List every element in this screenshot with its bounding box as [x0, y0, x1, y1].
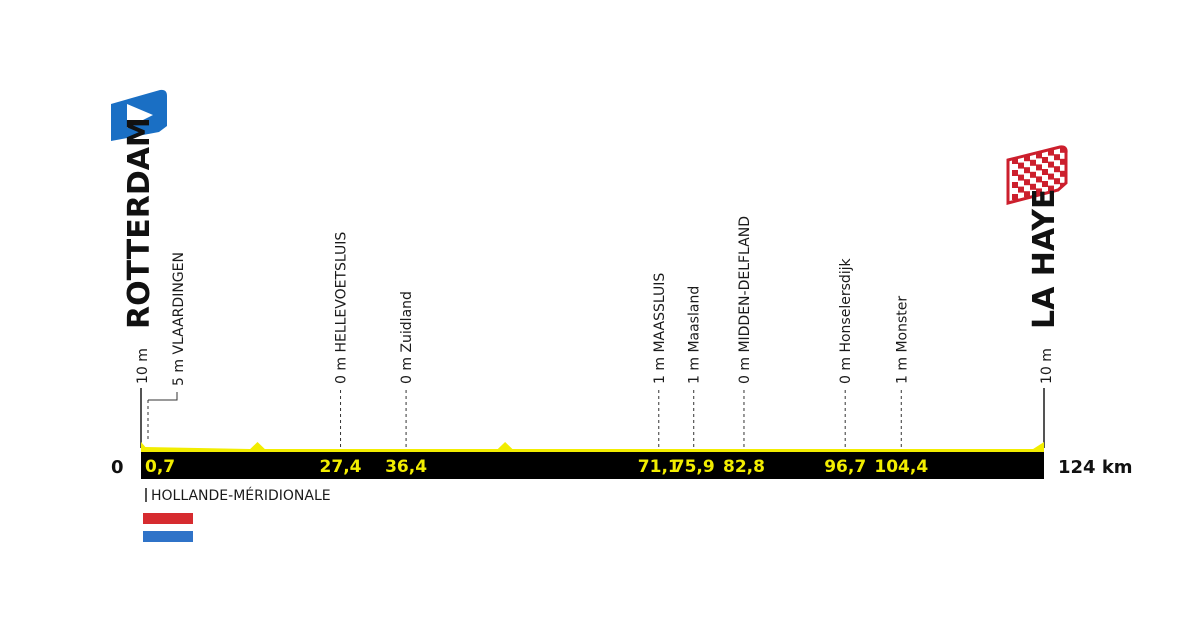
waypoint-1: 5 m VLAARDINGEN 0,7	[145, 252, 187, 477]
waypoint-4: 1 m MAASSLUIS 71,1	[638, 273, 680, 477]
waypoint-place-label: 1 m MAASSLUIS	[652, 273, 668, 384]
distance-band	[141, 452, 1044, 479]
waypoint-6: 0 m MIDDEN-DELFLAND 82,8	[723, 216, 765, 477]
waypoint-place-label: 0 m HELLEVOETSLUIS	[334, 232, 350, 384]
waypoint-km-label: 0,7	[145, 457, 175, 477]
waypoint-2: 0 m HELLEVOETSLUIS 27,4	[320, 232, 362, 477]
finish-elevation-label: 10 m	[1039, 348, 1055, 384]
x-end-label: 124 km	[1058, 457, 1133, 478]
waypoint-place-label: 1 m Maasland	[687, 286, 703, 384]
waypoint-km-label: 82,8	[723, 457, 765, 477]
waypoint-km-label: 104,4	[874, 457, 928, 477]
waypoint-place-label: 0 m Zuidland	[399, 291, 415, 384]
waypoint-km-label: 96,7	[824, 457, 866, 477]
region-label: HOLLANDE-MÉRIDIONALE	[151, 487, 331, 504]
waypoint-place-label: 0 m Honselersdijk	[838, 257, 854, 384]
waypoints-layer: 5 m VLAARDINGEN 0,7 0 m HELLEVOETSLUIS 27,4…	[145, 216, 928, 477]
finish-city-label: LA HAYE	[1027, 189, 1062, 329]
x-start-label: 0	[111, 457, 124, 478]
waypoint-place-label: 5 m VLAARDINGEN	[171, 252, 187, 386]
waypoint-5: 1 m Maasland 75,9	[673, 286, 715, 477]
waypoint-8: 1 m Monster 104,4	[874, 296, 928, 477]
start-flag-icon	[111, 89, 167, 141]
netherlands-flag-icon	[143, 513, 193, 542]
start-city-label: ROTTERDAM	[122, 117, 157, 329]
finish-checkered-flag-icon	[1006, 145, 1068, 205]
waypoint-km-label: 75,9	[673, 457, 715, 477]
waypoint-km-label: 27,4	[320, 457, 362, 477]
waypoint-7: 0 m Honselersdijk 96,7	[824, 257, 866, 477]
waypoint-3: 0 m Zuidland 36,4	[385, 291, 427, 477]
start-elevation-label: 10 m	[135, 348, 151, 384]
waypoint-place-label: 1 m Monster	[894, 296, 910, 384]
waypoint-place-label: 0 m MIDDEN-DELFLAND	[737, 216, 753, 384]
waypoint-km-label: 71,1	[638, 457, 680, 477]
waypoint-leader-elbow	[148, 392, 178, 401]
elevation-profile-area	[141, 442, 1044, 452]
waypoint-km-label: 36,4	[385, 457, 427, 477]
